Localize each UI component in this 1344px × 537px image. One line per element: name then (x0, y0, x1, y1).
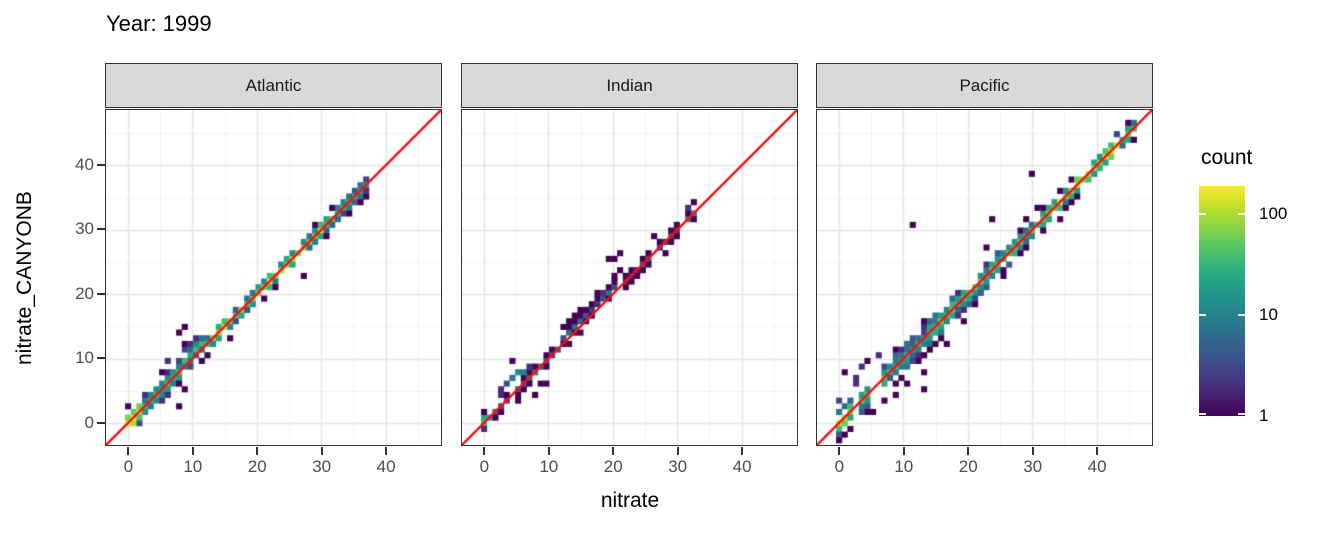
x-tick-label: 20 (958, 457, 978, 476)
legend-bar-tick-mark (1238, 413, 1245, 415)
facet-atlantic: Atlantic 0 10 20 30 40 (105, 63, 443, 493)
x-tick-mark (741, 447, 744, 455)
x-tick-mark (385, 447, 388, 455)
x-tick-mark (1096, 447, 1099, 455)
facet-strip-atlantic: Atlantic (105, 63, 442, 108)
y-tick-mark (97, 357, 105, 360)
y-tick-label: 20 (75, 283, 94, 303)
legend-bar-tick-mark (1199, 213, 1206, 216)
y-tick-mark (97, 228, 105, 231)
legend-colorbar (1199, 186, 1245, 416)
y-tick-label: 0 (84, 412, 94, 432)
legend-bar-tick-mark (1199, 413, 1206, 415)
x-tick-label: 10 (183, 457, 203, 476)
x-tick-label: 10 (539, 457, 559, 476)
x-tick-label: 20 (247, 457, 267, 476)
y-tick-mark (97, 421, 105, 424)
facet-pacific: Pacific 0 10 20 30 40 (816, 63, 1154, 493)
x-tick-label: 40 (376, 457, 396, 476)
x-tick-mark (838, 447, 841, 455)
facet-strip-label: Atlantic (245, 76, 302, 95)
x-tick-label: 40 (1087, 457, 1107, 476)
x-tick-mark (320, 447, 323, 455)
facet-strip-label: Indian (606, 76, 653, 95)
y-tick-label: 40 (75, 154, 94, 174)
x-tick-mark (967, 447, 970, 455)
x-axis-title: nitrate (600, 489, 660, 512)
x-tick-label: 0 (834, 457, 845, 476)
x-tick-mark (191, 447, 194, 455)
x-tick-label: 20 (603, 457, 623, 476)
legend-tick-label: 10 (1259, 305, 1278, 325)
x-tick-mark (902, 447, 905, 455)
x-tick-mark (676, 447, 679, 455)
y-tick-mark (97, 292, 105, 295)
pacific-bins-canvas (817, 110, 1152, 445)
x-tick-mark (1031, 447, 1034, 455)
legend-bar-tick-mark (1238, 213, 1245, 216)
x-tick-label: 30 (1023, 457, 1043, 476)
x-tick-label: 10 (894, 457, 914, 476)
x-tick-mark (547, 447, 550, 455)
indian-bins-canvas (462, 110, 797, 445)
x-tick-label: 40 (732, 457, 752, 476)
y-axis-title: nitrate_CANYONB (13, 191, 36, 365)
x-tick-label: 0 (479, 457, 490, 476)
facet-panel-atlantic (105, 109, 442, 446)
facet-panel-indian (461, 109, 798, 446)
y-tick-label: 30 (75, 219, 94, 239)
facet-indian: Indian 0 10 20 30 40 (461, 63, 799, 493)
plot-title: Year: 1999 (106, 11, 212, 36)
x-tick-label: 30 (312, 457, 332, 476)
legend-title: count (1201, 146, 1253, 169)
facet-panel-pacific (816, 109, 1153, 446)
legend-tick-label: 100 (1259, 204, 1288, 224)
atlantic-bins-canvas (106, 110, 441, 445)
x-tick-label: 30 (668, 457, 688, 476)
legend-bar-tick-mark (1199, 314, 1206, 317)
y-tick-label: 10 (75, 348, 94, 368)
legend-tick-label: 1 (1259, 406, 1269, 425)
x-tick-mark (483, 447, 486, 455)
y-tick-mark (97, 163, 105, 166)
x-tick-mark (612, 447, 615, 455)
facet-strip-indian: Indian (461, 63, 798, 108)
legend-bar-tick-mark (1238, 314, 1245, 317)
x-tick-mark (127, 447, 130, 455)
facet-strip-label: Pacific (959, 76, 1010, 95)
x-tick-mark (256, 447, 259, 455)
facet-strip-pacific: Pacific (816, 63, 1153, 108)
x-tick-label: 0 (123, 457, 134, 476)
